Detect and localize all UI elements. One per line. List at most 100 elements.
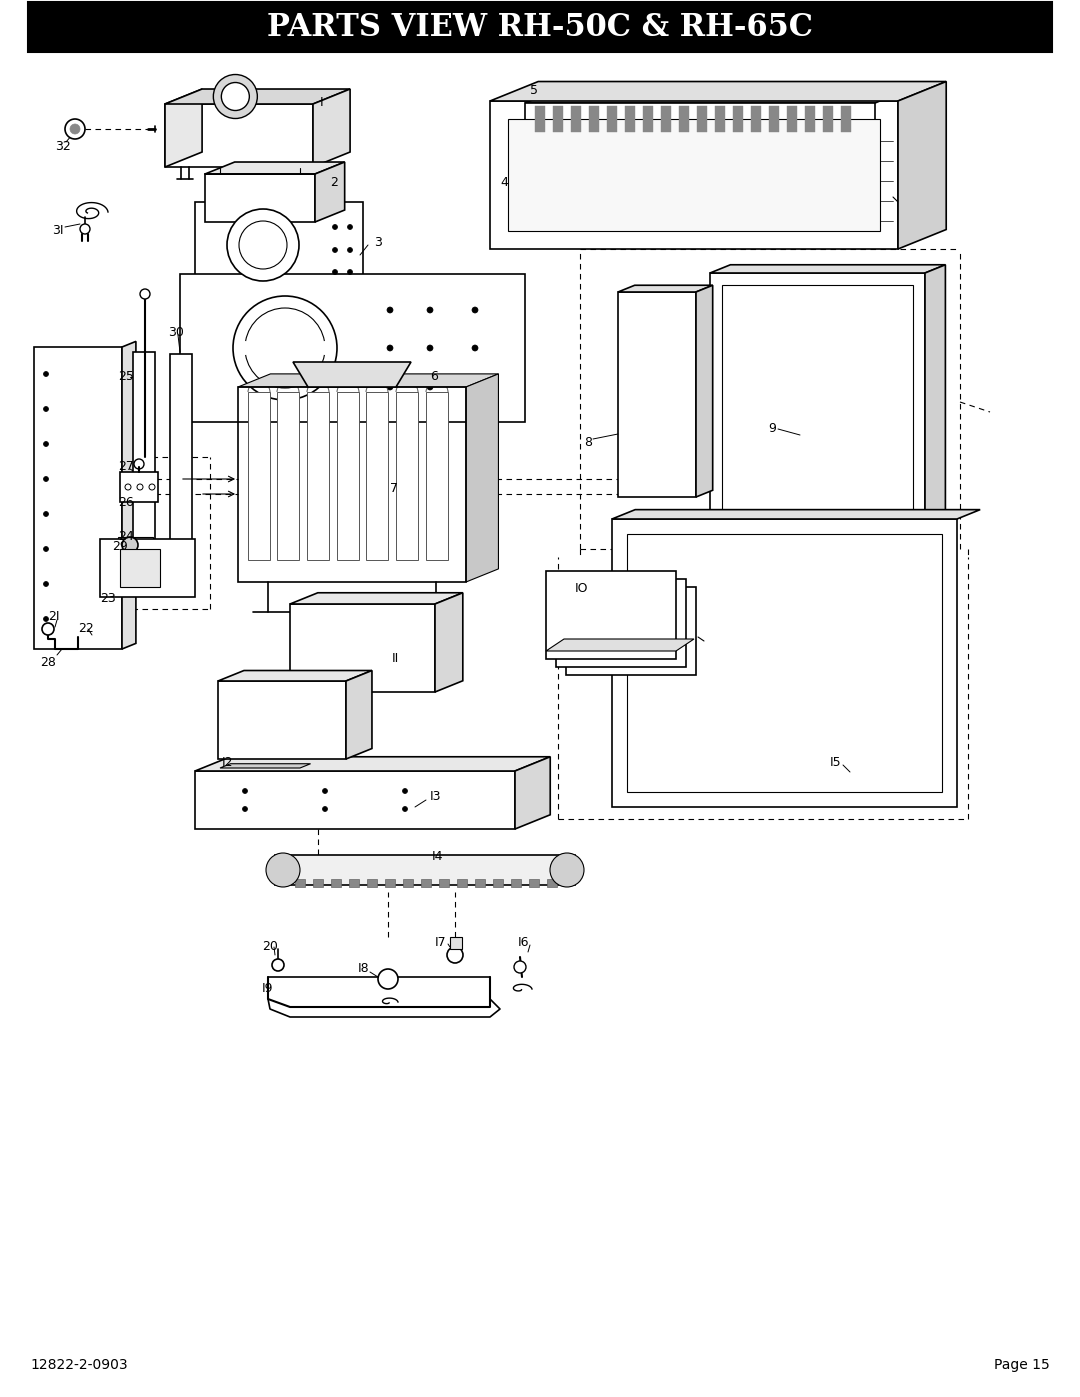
Text: 27: 27 — [118, 461, 134, 474]
Polygon shape — [769, 106, 779, 131]
Text: I: I — [320, 95, 324, 109]
Text: I9: I9 — [262, 982, 273, 996]
Polygon shape — [435, 592, 463, 692]
Polygon shape — [612, 510, 981, 520]
Circle shape — [43, 372, 49, 377]
Circle shape — [43, 546, 49, 552]
Polygon shape — [618, 292, 696, 497]
Polygon shape — [465, 374, 499, 583]
Polygon shape — [346, 671, 372, 759]
Polygon shape — [396, 393, 418, 560]
Circle shape — [43, 407, 49, 412]
Polygon shape — [508, 119, 880, 231]
Polygon shape — [307, 393, 329, 560]
Circle shape — [243, 806, 247, 812]
Text: II: II — [392, 652, 400, 665]
Polygon shape — [218, 680, 346, 759]
Circle shape — [387, 345, 393, 351]
Polygon shape — [165, 89, 202, 168]
Polygon shape — [897, 81, 946, 249]
Circle shape — [149, 483, 156, 490]
Text: 4: 4 — [500, 176, 508, 189]
Polygon shape — [367, 879, 377, 887]
Text: I2: I2 — [222, 756, 233, 768]
Polygon shape — [546, 879, 557, 887]
Text: 28: 28 — [40, 655, 56, 669]
Polygon shape — [313, 89, 350, 168]
Circle shape — [387, 307, 393, 313]
Polygon shape — [205, 162, 345, 175]
Circle shape — [550, 854, 584, 887]
Polygon shape — [315, 162, 345, 222]
Polygon shape — [33, 346, 122, 650]
Polygon shape — [697, 106, 707, 131]
Polygon shape — [218, 671, 372, 680]
Circle shape — [403, 806, 407, 812]
Circle shape — [125, 483, 131, 490]
Text: 7: 7 — [390, 482, 399, 496]
Polygon shape — [349, 879, 359, 887]
Polygon shape — [643, 106, 653, 131]
Text: 5: 5 — [530, 84, 538, 98]
Circle shape — [43, 581, 49, 587]
Circle shape — [348, 270, 352, 274]
Polygon shape — [823, 106, 833, 131]
Circle shape — [348, 247, 352, 253]
Text: 23: 23 — [100, 592, 116, 605]
Text: I4: I4 — [432, 851, 444, 863]
Polygon shape — [438, 879, 449, 887]
Text: 29: 29 — [112, 541, 127, 553]
Circle shape — [134, 460, 144, 469]
Polygon shape — [457, 879, 467, 887]
Polygon shape — [165, 103, 313, 168]
Polygon shape — [120, 549, 160, 587]
Circle shape — [42, 623, 54, 636]
Polygon shape — [421, 879, 431, 887]
Polygon shape — [546, 638, 694, 651]
Polygon shape — [337, 393, 359, 560]
Polygon shape — [293, 362, 411, 387]
Text: 3: 3 — [374, 236, 382, 249]
Circle shape — [43, 616, 49, 622]
Polygon shape — [403, 879, 413, 887]
Polygon shape — [607, 106, 617, 131]
Text: 25: 25 — [118, 370, 134, 384]
Circle shape — [323, 806, 327, 812]
Polygon shape — [450, 937, 462, 949]
Polygon shape — [556, 578, 686, 666]
Polygon shape — [195, 757, 550, 771]
Circle shape — [472, 307, 478, 313]
Polygon shape — [490, 81, 946, 101]
Circle shape — [233, 296, 337, 400]
Text: 3I: 3I — [52, 224, 64, 236]
Circle shape — [80, 224, 90, 235]
Polygon shape — [220, 764, 311, 768]
Text: I5: I5 — [831, 756, 841, 768]
Circle shape — [427, 345, 433, 351]
Circle shape — [514, 961, 526, 972]
Polygon shape — [625, 106, 635, 131]
Polygon shape — [313, 879, 323, 887]
Circle shape — [323, 788, 327, 793]
Text: Page 15: Page 15 — [995, 1358, 1050, 1372]
Polygon shape — [723, 285, 913, 522]
Polygon shape — [511, 879, 521, 887]
Polygon shape — [170, 353, 192, 583]
Circle shape — [472, 345, 478, 351]
Text: 6: 6 — [430, 370, 437, 384]
Circle shape — [266, 854, 300, 887]
Polygon shape — [715, 106, 725, 131]
Circle shape — [70, 124, 80, 134]
Polygon shape — [529, 879, 539, 887]
Polygon shape — [661, 106, 671, 131]
Text: 20: 20 — [262, 940, 278, 954]
Polygon shape — [787, 106, 797, 131]
Polygon shape — [805, 106, 815, 131]
Polygon shape — [165, 89, 350, 103]
Polygon shape — [120, 472, 158, 502]
Polygon shape — [195, 771, 515, 828]
Polygon shape — [571, 106, 581, 131]
Polygon shape — [133, 352, 156, 592]
Circle shape — [403, 788, 407, 793]
Polygon shape — [492, 879, 503, 887]
